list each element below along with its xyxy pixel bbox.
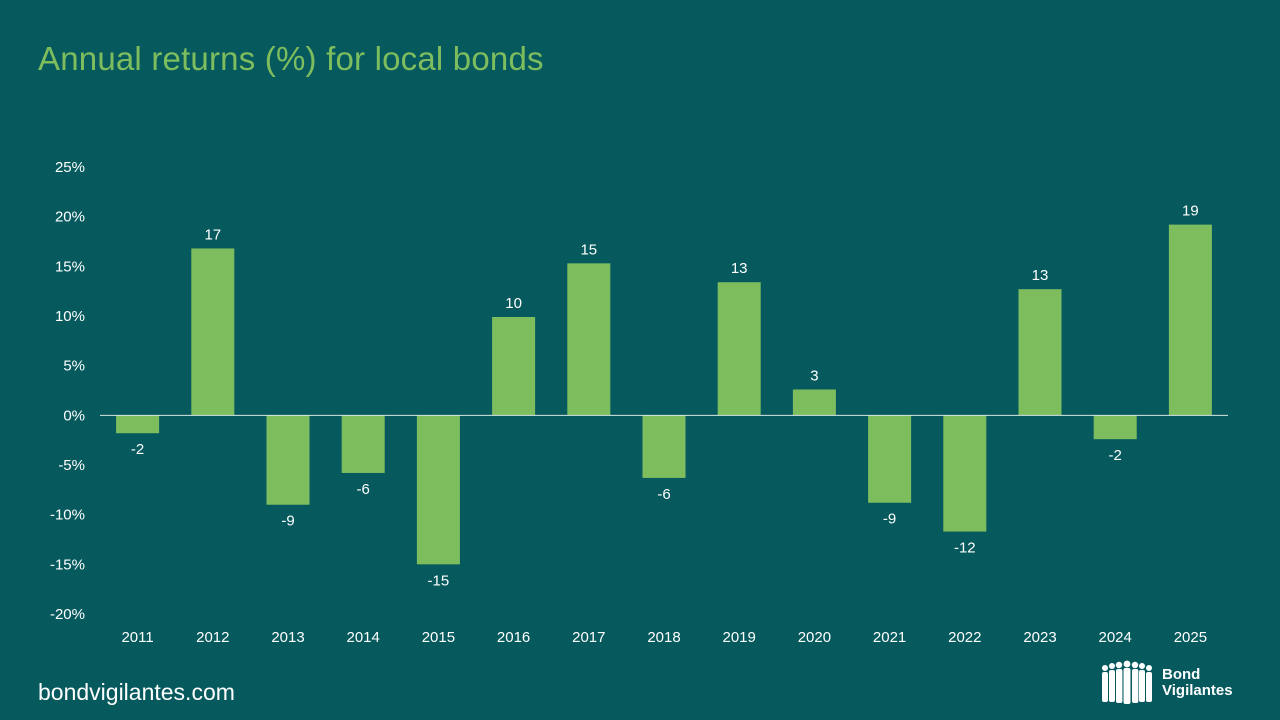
- bar: [792, 389, 836, 416]
- x-tick-label: 2011: [121, 629, 153, 646]
- x-tick-label: 2022: [948, 629, 981, 646]
- bar: [868, 415, 912, 503]
- data-label: -2: [1109, 447, 1122, 464]
- x-tick-label: 2012: [196, 629, 229, 646]
- y-tick-label: -10%: [50, 507, 85, 524]
- data-label: 13: [731, 260, 748, 277]
- x-tick-label: 2019: [723, 629, 756, 646]
- y-tick-label: 5%: [63, 358, 85, 375]
- x-tick-label: 2014: [347, 629, 380, 646]
- bar: [567, 263, 611, 416]
- x-tick-label: 2024: [1099, 629, 1132, 646]
- y-tick-label: -20%: [50, 606, 85, 623]
- data-label: -2: [131, 441, 144, 458]
- bar: [943, 415, 987, 532]
- data-label: 10: [505, 295, 522, 312]
- data-label: 17: [204, 226, 221, 243]
- logo-line-1: Bond: [1162, 666, 1201, 683]
- y-tick-label: 0%: [63, 407, 85, 424]
- data-label: -9: [281, 513, 294, 530]
- bar: [1018, 289, 1062, 416]
- y-tick-label: 25%: [55, 159, 85, 176]
- logo-line-2: Vigilantes: [1162, 682, 1233, 699]
- footer-url[interactable]: bondvigilantes.com: [38, 679, 235, 705]
- y-tick-label: -5%: [58, 457, 85, 474]
- x-tick-label: 2021: [873, 629, 906, 646]
- data-label: 13: [1032, 267, 1049, 284]
- data-label: -6: [657, 486, 670, 503]
- bar: [416, 415, 460, 565]
- bar: [191, 248, 235, 416]
- bar: [1093, 415, 1137, 440]
- bar: [492, 316, 536, 416]
- x-tick-label: 2017: [572, 629, 605, 646]
- y-tick-label: 20%: [55, 209, 85, 226]
- x-tick-label: 2013: [271, 629, 304, 646]
- bar: [1168, 224, 1212, 416]
- bar-chart: 25% 20% 15% 10% 5% 0% -5% -10% -15% -20% -2 2011 17 2…: [50, 159, 1228, 646]
- bar: [642, 415, 686, 478]
- data-label: -15: [428, 572, 450, 589]
- y-tick-label: 10%: [55, 308, 85, 325]
- x-tick-label: 2023: [1023, 629, 1056, 646]
- y-tick-label: -15%: [50, 556, 85, 573]
- data-label: -12: [954, 540, 976, 557]
- data-label: 15: [580, 241, 597, 258]
- bar: [717, 282, 761, 416]
- data-label: -6: [357, 481, 370, 498]
- x-tick-label: 2015: [422, 629, 455, 646]
- bar: [266, 415, 310, 505]
- bond-vigilantes-logo: Bond Vigilantes: [1100, 660, 1233, 706]
- x-tick-label: 2025: [1174, 629, 1207, 646]
- x-tick-label: 2018: [647, 629, 680, 646]
- y-tick-label: 15%: [55, 258, 85, 275]
- data-label: 3: [810, 368, 818, 385]
- x-tick-label: 2020: [798, 629, 831, 646]
- data-label: 19: [1182, 203, 1199, 220]
- x-tick-label: 2016: [497, 629, 530, 646]
- bar: [116, 415, 160, 434]
- bar: [341, 415, 385, 473]
- data-label: -9: [883, 511, 896, 528]
- chart-title: Annual returns (%) for local bonds: [38, 40, 544, 77]
- people-silhouette-icon: [1102, 660, 1152, 704]
